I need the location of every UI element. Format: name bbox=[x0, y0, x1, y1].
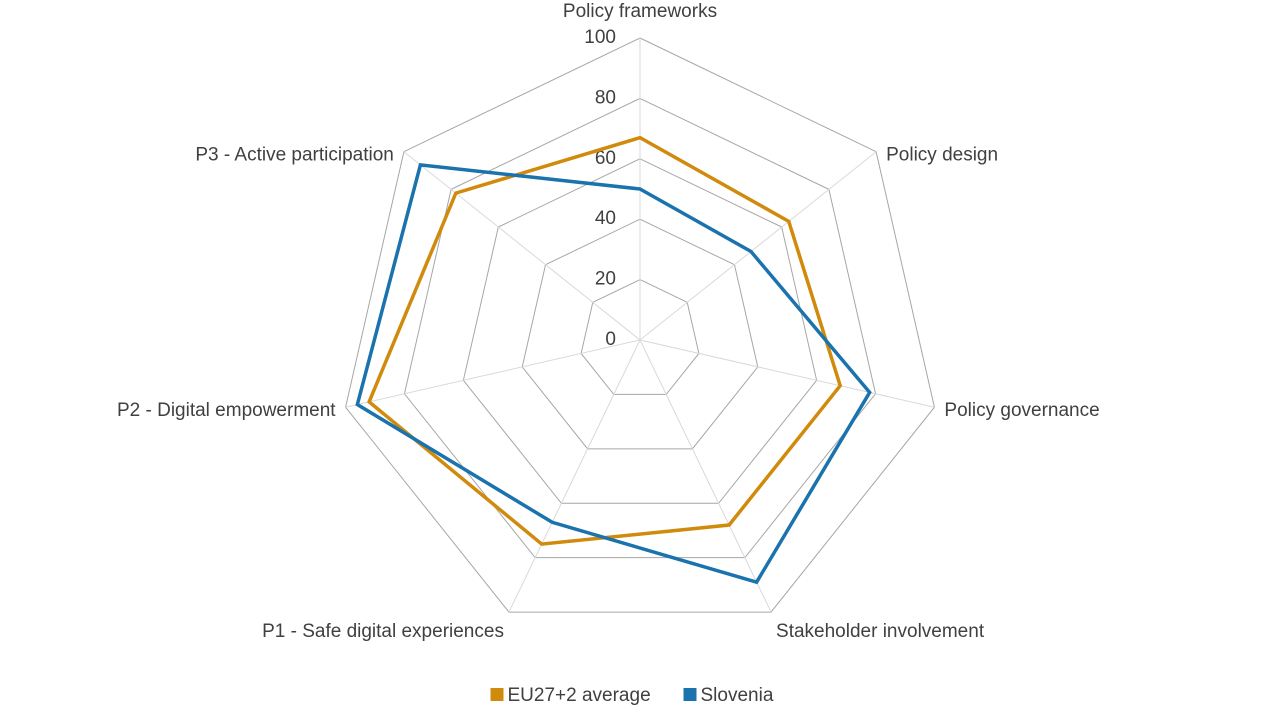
grid-line bbox=[345, 37, 935, 613]
legend-text: EU27+2 average bbox=[508, 685, 651, 706]
axis-spoke bbox=[639, 339, 935, 408]
category-label: P3 - Active participation bbox=[195, 145, 394, 166]
axis-spoke bbox=[639, 151, 877, 341]
grid-line bbox=[580, 279, 700, 395]
r-tick-label: 20 bbox=[595, 269, 616, 290]
axis-spoke bbox=[403, 151, 641, 341]
legend-text: Slovenia bbox=[701, 685, 774, 706]
category-label: Stakeholder involvement bbox=[776, 621, 985, 642]
axis-spoke bbox=[639, 339, 772, 613]
axis-spoke bbox=[508, 339, 641, 613]
r-tick-label: 60 bbox=[595, 148, 616, 169]
r-tick-label: 40 bbox=[595, 208, 616, 229]
category-label: Policy design bbox=[886, 145, 998, 166]
r-tick-label: 0 bbox=[605, 329, 616, 350]
series-line bbox=[355, 162, 872, 585]
r-tick-label: 100 bbox=[584, 27, 616, 48]
category-label: P1 - Safe digital experiences bbox=[262, 621, 504, 642]
category-label: Policy frameworks bbox=[563, 1, 717, 22]
legend-swatch bbox=[490, 688, 504, 701]
legend-swatch bbox=[683, 688, 697, 701]
grid-line bbox=[521, 218, 759, 450]
grid-line bbox=[462, 158, 818, 504]
axis-spoke bbox=[345, 339, 641, 408]
category-label: P2 - Digital empowerment bbox=[117, 400, 336, 421]
series-line bbox=[367, 135, 843, 546]
r-tick-label: 80 bbox=[595, 87, 616, 108]
category-label: Policy governance bbox=[944, 400, 1099, 421]
